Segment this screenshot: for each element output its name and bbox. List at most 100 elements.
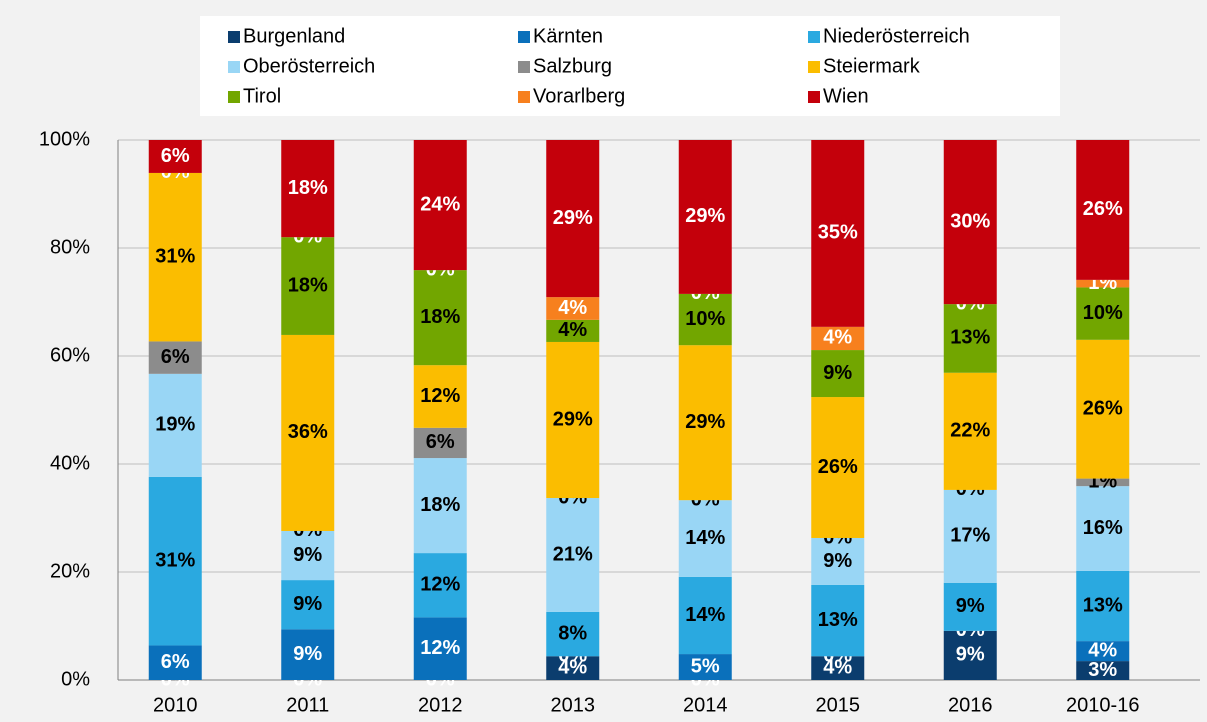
bar-segment [811,656,865,680]
bar-segment [811,350,865,398]
segment-label: 31% [155,549,195,571]
segment-label: 26% [1083,397,1123,419]
segment-label: 6% [161,346,190,368]
segment-label: 13% [950,327,990,349]
bar-segment [943,304,997,373]
segment-label: 30% [950,210,990,232]
segment-label: 26% [1083,198,1123,220]
segment-label: 29% [685,411,725,433]
segment-label: 4% [558,656,587,678]
bar-segment [413,458,467,554]
segment-label: 24% [420,193,460,215]
bar-segment [148,341,202,374]
segment-label: 9% [823,362,852,384]
x-tick-label: 2012 [418,694,463,716]
segment-label: 4% [823,656,852,678]
y-tick-label: 0% [61,668,90,690]
segment-label: 3% [1088,659,1117,681]
y-tick-label: 60% [50,344,90,366]
y-tick-label: 80% [50,236,90,258]
segment-label: 18% [420,306,460,328]
bar-segment [413,140,467,271]
segment-label: 35% [818,222,858,244]
x-tick-label: 2011 [286,694,329,716]
segment-label: 6% [426,431,455,453]
bar-segment [413,553,467,618]
bar-segment [678,500,732,577]
segment-label: 18% [288,177,328,199]
legend-swatch [518,31,530,43]
bar-segment [413,270,467,366]
segment-label: 9% [956,595,985,617]
segment-label: 36% [288,421,328,443]
bar-segment [148,373,202,477]
segment-label: 18% [420,494,460,516]
bar-segment [943,582,997,631]
segment-label: 9% [293,593,322,615]
segment-label: 6% [161,651,190,673]
legend-label: Burgenland [243,25,345,47]
legend-swatch [518,61,530,73]
x-tick-label: 2013 [551,694,596,716]
bar-segment [1076,478,1130,487]
legend-swatch [808,91,820,103]
y-tick-label: 100% [39,128,90,150]
segment-label: 13% [818,609,858,631]
bar-segment [281,334,335,531]
bar-segment [546,341,600,499]
bar-segment [811,140,865,327]
segment-label: 9% [293,544,322,566]
bar-segment [943,630,997,680]
legend-swatch [808,61,820,73]
bar-segment [678,576,732,655]
bar-segment [148,140,202,173]
legend-swatch [518,91,530,103]
segment-label: 26% [818,456,858,478]
segment-label: 12% [420,637,460,659]
bar-segment [148,476,202,646]
x-tick-label: 2010-16 [1066,694,1139,716]
bar-segment [943,372,997,490]
bar-segment [1076,279,1130,288]
legend-swatch [808,31,820,43]
bar-segment [678,140,732,294]
legend-swatch [228,61,240,73]
bar-segment [678,345,732,501]
bar-segment [546,297,600,320]
bar-segment [281,237,335,335]
bar-segment [811,326,865,351]
legend-label: Salzburg [533,55,612,77]
bar-segment [1076,287,1130,340]
bar-segment [943,489,997,583]
bar-segment [678,293,732,346]
bar-segment [281,530,335,581]
bar-segment [546,319,600,342]
segment-label: 4% [1088,639,1117,661]
segment-label: 13% [1083,594,1123,616]
legend-swatch [228,31,240,43]
segment-label: 10% [685,308,725,330]
bar-segment [413,365,467,428]
x-tick-label: 2010 [153,694,198,716]
segment-label: 9% [956,644,985,666]
legend-swatch [228,91,240,103]
legend-label: Vorarlberg [533,85,625,107]
segment-label: 4% [823,327,852,349]
legend-label: Wien [823,85,869,107]
y-tick-label: 20% [50,560,90,582]
legend-label: Steiermark [823,55,921,77]
bar-segment [1076,486,1130,571]
bar-segment [678,654,732,680]
bar-segment [546,611,600,657]
bar-segment [281,140,335,238]
bar-segment [1076,661,1130,680]
bar-segment [413,427,467,459]
segment-label: 4% [558,319,587,341]
x-tick-label: 2016 [948,694,993,716]
segment-label: 8% [558,622,587,644]
bar-segment [1076,641,1130,662]
segment-label: 5% [691,655,720,677]
segment-label: 18% [288,274,328,296]
segment-label: 17% [950,525,990,547]
